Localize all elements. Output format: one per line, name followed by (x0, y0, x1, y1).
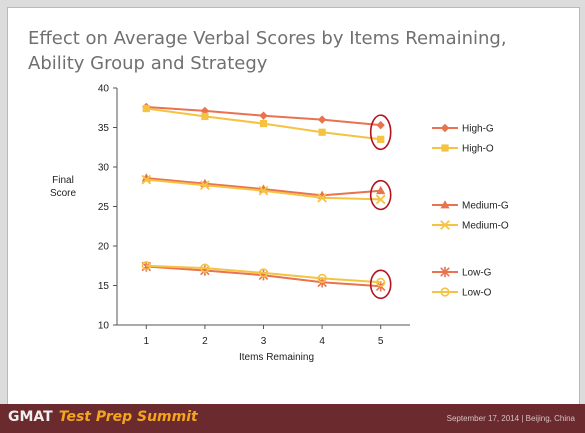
slide (7, 7, 580, 406)
highlight-circle (369, 269, 392, 300)
legend-marker-low-o (440, 287, 450, 297)
y-axis-label-line2: Score (50, 188, 77, 199)
logo-main: GMAT (8, 409, 53, 425)
data-point-high-o (259, 119, 268, 128)
highlight-circle (369, 179, 392, 211)
data-point-high-o (377, 135, 385, 143)
y-tick-label: 25 (98, 202, 110, 213)
legend-marker-high-o (441, 144, 449, 152)
footer-date: September 17, 2014 | Beijing, China (446, 414, 575, 423)
x-axis-label: Items Remaining (239, 352, 314, 363)
legend-label-medium-o: Medium-O (462, 221, 509, 232)
x-tick-label: 3 (261, 336, 267, 347)
legend-label-low-o: Low-O (462, 288, 492, 299)
data-point-high-o (142, 104, 150, 113)
legend-marker-high-g (440, 123, 450, 133)
x-tick-label: 5 (378, 336, 384, 347)
chart-title: Effect on Average Verbal Scores by Items… (28, 28, 507, 74)
legend-label-high-g: High-G (462, 124, 494, 135)
data-point-medium-o (141, 174, 152, 185)
y-tick-label: 15 (98, 281, 110, 292)
data-point-low-o (258, 268, 269, 278)
data-point-high-g (376, 120, 385, 130)
legend-marker-low-g (440, 266, 450, 278)
data-point-high-o (318, 128, 326, 136)
data-point-high-g (259, 111, 268, 120)
x-tick-label: 1 (144, 336, 150, 347)
series-line-low-o (146, 264, 381, 284)
y-tick-label: 40 (98, 84, 110, 95)
data-point-medium-o (317, 192, 327, 203)
data-point-medium-g (376, 185, 386, 195)
legend-label-low-g: Low-G (462, 268, 492, 279)
footer-logo: GMAT Test Prep Summit (8, 409, 198, 425)
data-point-low-o (376, 277, 386, 287)
x-tick-label: 2 (202, 336, 208, 347)
data-point-high-g (317, 115, 327, 124)
data-point-high-o (201, 112, 209, 121)
data-point-medium-o (258, 185, 269, 196)
footer-bar: GMAT Test Prep Summit September 17, 2014 … (0, 404, 585, 433)
data-point-low-o (141, 261, 151, 271)
legend-marker-medium-o (440, 220, 450, 230)
y-tick-label: 10 (98, 321, 110, 332)
y-tick-label: 30 (98, 163, 110, 174)
legend-label-high-o: High-O (462, 144, 494, 155)
data-point-low-o (317, 273, 327, 283)
y-axis-label-line1: Final (52, 175, 74, 186)
logo-accent: Test Prep Summit (58, 409, 198, 425)
x-tick-label: 4 (319, 336, 325, 347)
legend-label-medium-g: Medium-G (462, 201, 509, 212)
data-point-low-o (200, 263, 210, 273)
highlight-circle (369, 114, 392, 151)
data-point-medium-o (375, 194, 386, 205)
y-tick-label: 20 (98, 242, 110, 253)
y-tick-label: 35 (98, 123, 110, 134)
legend-marker-medium-g (440, 200, 450, 209)
data-point-medium-o (200, 180, 210, 191)
